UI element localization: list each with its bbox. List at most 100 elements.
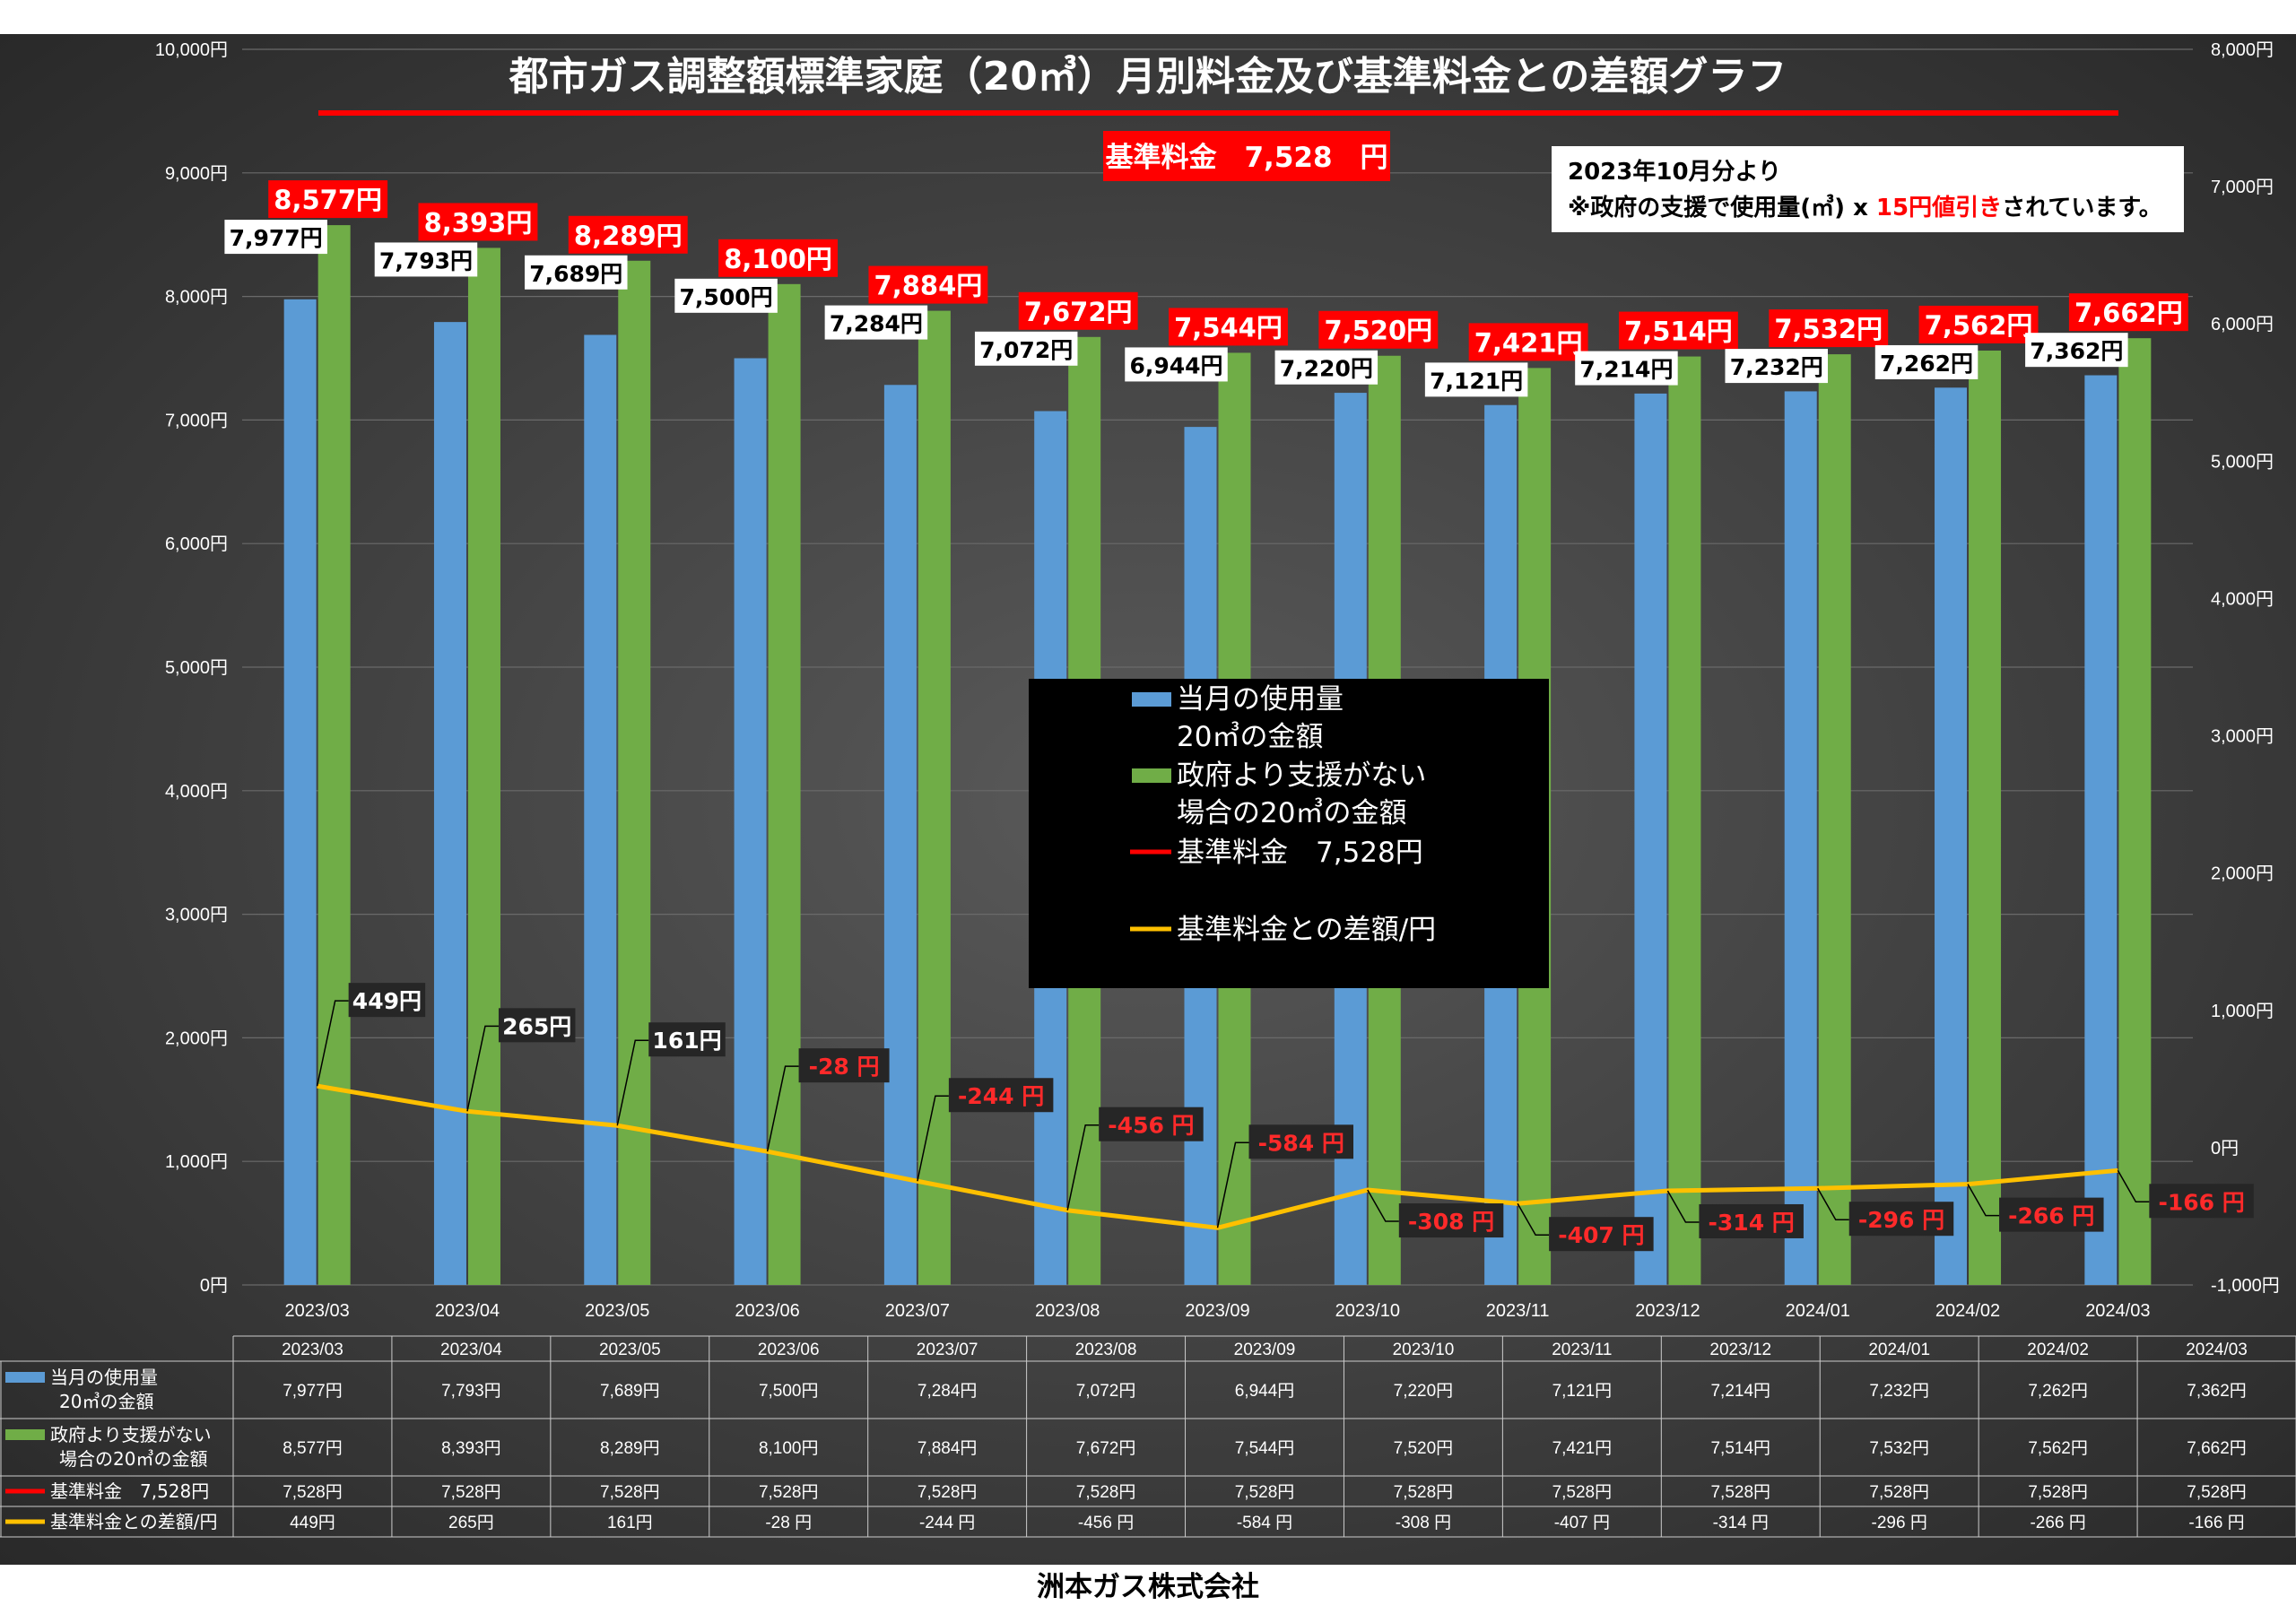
bar-current-amount — [433, 322, 466, 1285]
y-right-tick-label: 0円 — [2211, 1139, 2239, 1159]
label-box-no-support — [868, 265, 988, 304]
label-box-no-support — [2068, 293, 2188, 332]
label-box-current — [224, 220, 327, 255]
x-tick-label: 2023/10 — [1335, 1301, 1400, 1321]
data-label-current: 7,220円 — [1280, 356, 1373, 382]
data-label-current: 7,977円 — [230, 225, 323, 251]
table-cell: 7,220円 — [1394, 1382, 1454, 1401]
bar-current-amount — [1935, 387, 1968, 1285]
data-label-no-support: 7,884円 — [874, 271, 983, 301]
gas-price-chart: 8,577円 7,977円 449円 8,393円 7,793円 265円 8,289円 7,… — [0, 34, 2296, 1565]
table-cell: 7,528円 — [600, 1483, 660, 1502]
note-line-1: 2023年10月分より — [1568, 158, 1781, 186]
data-label-current: 7,793円 — [379, 247, 473, 273]
label-box-no-support — [1318, 310, 1439, 349]
label-box-no-support — [1618, 311, 1738, 350]
y-left-tick-label: 0円 — [200, 1276, 228, 1296]
data-label-current: 7,262円 — [1880, 351, 1973, 377]
data-label-current: 7,689円 — [529, 261, 622, 287]
data-label-no-support: 7,514円 — [1624, 317, 1733, 347]
data-label-current: 7,214円 — [1579, 357, 1673, 383]
table-cell: 7,121円 — [1552, 1382, 1613, 1401]
data-label-difference: -166 円 — [2158, 1189, 2244, 1215]
legend-label-no-support-1: 政府より支援がない — [1177, 759, 1426, 792]
label-box-no-support — [268, 180, 388, 219]
label-box-no-support — [1918, 305, 2039, 343]
x-tick-label: 2023/08 — [1035, 1301, 1100, 1321]
label-leader — [1517, 1202, 1550, 1236]
base-price-label: 基準料金 7,528 円 — [1105, 142, 1387, 174]
table-cell: -314 円 — [1713, 1514, 1769, 1532]
table-cell: 7,421円 — [1552, 1439, 1613, 1458]
y-left-tick-label: 9,000円 — [165, 164, 228, 184]
legend-label-base-price: 基準料金 7,528円 — [1177, 837, 1423, 869]
table-cell: 7,362円 — [2187, 1382, 2247, 1401]
data-label-no-support: 7,662円 — [2074, 298, 2183, 328]
table-header-cell: 2023/06 — [758, 1341, 820, 1359]
table-row-label: 場合の20㎥の金額 — [59, 1448, 207, 1470]
label-box-difference — [1848, 1202, 1954, 1237]
label-box-difference — [1398, 1203, 1504, 1238]
label-box-difference — [1099, 1107, 1204, 1141]
table-cell: -166 円 — [2188, 1514, 2244, 1532]
label-box-difference — [498, 1008, 576, 1043]
table-cell: 7,977円 — [283, 1382, 343, 1401]
table-cell: 8,577円 — [283, 1439, 343, 1458]
y-right-tick-label: 6,000円 — [2211, 315, 2274, 334]
table-cell: -456 円 — [1078, 1514, 1134, 1532]
label-leader — [917, 1095, 949, 1182]
data-label-difference: -456 円 — [1108, 1113, 1194, 1139]
table-header-cell: 2023/07 — [917, 1341, 978, 1359]
label-box-difference — [798, 1048, 890, 1083]
table-cell: 7,514円 — [1710, 1439, 1770, 1458]
y-right-tick-label: 4,000円 — [2211, 589, 2274, 609]
label-box-no-support — [1169, 308, 1288, 346]
x-tick-label: 2024/02 — [1935, 1301, 2000, 1321]
bar-current-amount — [283, 299, 317, 1285]
data-label-current: 7,072円 — [979, 337, 1073, 363]
label-box-current — [1274, 350, 1378, 385]
label-box-current — [525, 255, 628, 290]
x-tick-label: 2023/07 — [885, 1301, 950, 1321]
bar-current-amount — [2084, 375, 2118, 1286]
bar-no-support-amount — [317, 225, 351, 1286]
company-name: 洲本ガス株式会社 — [1037, 1571, 1259, 1603]
data-label-difference: -407 円 — [1558, 1222, 1644, 1248]
label-box-difference — [1549, 1217, 1654, 1252]
data-label-difference: 161円 — [652, 1028, 721, 1054]
table-header-cell: 2024/03 — [2186, 1341, 2248, 1359]
legend-box — [1029, 679, 1549, 988]
label-box-no-support — [1769, 309, 1889, 348]
table-cell: 7,528円 — [759, 1483, 819, 1502]
data-label-difference: -584 円 — [1258, 1130, 1344, 1156]
y-right-tick-label: 3,000円 — [2211, 727, 2274, 747]
data-label-difference: -244 円 — [958, 1083, 1044, 1109]
data-label-current: 7,500円 — [680, 284, 773, 310]
table-cell: 7,500円 — [759, 1382, 819, 1401]
y-right-tick-label: -1,000円 — [2211, 1276, 2280, 1296]
table-header-cell: 2024/02 — [2027, 1341, 2089, 1359]
table-cell: 7,528円 — [441, 1483, 501, 1502]
label-box-no-support — [1018, 291, 1138, 330]
label-leader — [1666, 1190, 1700, 1223]
label-leader — [1066, 1124, 1100, 1211]
data-label-no-support: 7,421円 — [1474, 327, 1583, 358]
label-leader — [1967, 1184, 2000, 1217]
label-box-difference — [648, 1022, 726, 1057]
table-legend-swatch — [5, 1429, 45, 1440]
x-tick-label: 2023/04 — [435, 1301, 500, 1321]
table-cell: 7,544円 — [1235, 1439, 1295, 1458]
table-cell: 7,284円 — [918, 1382, 978, 1401]
table-cell: 7,528円 — [1076, 1483, 1136, 1502]
table-cell: 7,532円 — [1869, 1439, 1929, 1458]
table-cell: -407 円 — [1554, 1514, 1610, 1532]
x-tick-label: 2023/03 — [285, 1301, 350, 1321]
label-box-current — [1874, 344, 1979, 379]
label-box-difference — [348, 983, 426, 1018]
label-leader — [316, 1000, 349, 1087]
table-row-label: 政府より支援がない — [50, 1424, 212, 1445]
y-left-tick-label: 6,000円 — [165, 534, 228, 554]
data-label-current: 7,232円 — [1730, 354, 1823, 380]
table-header-cell: 2023/10 — [1393, 1341, 1455, 1359]
bar-no-support-amount — [467, 247, 500, 1286]
